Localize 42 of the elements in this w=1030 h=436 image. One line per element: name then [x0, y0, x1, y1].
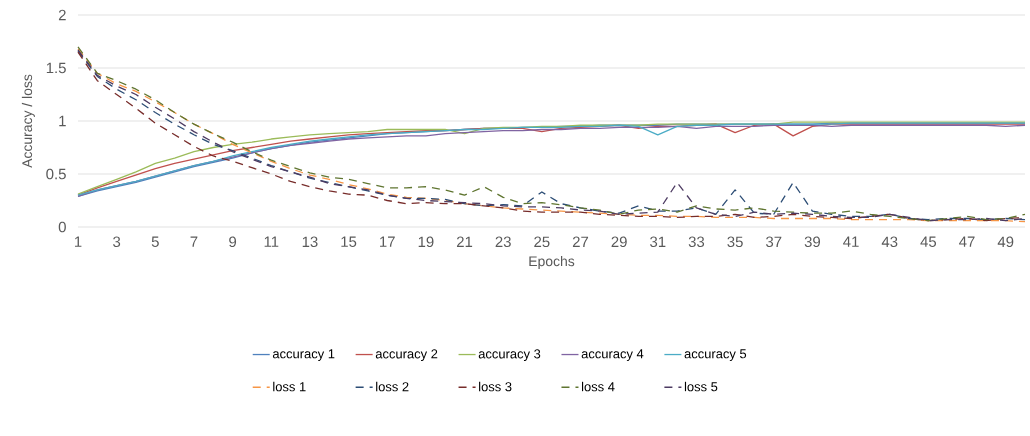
y-tick-label: 0 — [58, 221, 66, 233]
x-tick-label: 9 — [229, 236, 237, 248]
x-tick-label: 37 — [766, 236, 782, 248]
x-tick-label: 13 — [302, 236, 318, 248]
x-tick-label: 11 — [264, 236, 279, 247]
x-tick-label: 17 — [380, 236, 395, 247]
y-axis-title: Accuracy / loss — [21, 74, 35, 168]
legend-label: accuracy 3 — [478, 349, 541, 361]
y-tick-label: 1.5 — [46, 62, 66, 74]
x-tick-label: 45 — [920, 236, 937, 247]
x-tick-label: 7 — [190, 236, 198, 247]
x-tick-label: 39 — [804, 236, 821, 248]
x-tick-label: 31 — [650, 236, 666, 248]
x-tick-label: 5 — [151, 236, 159, 247]
x-tick-label: 3 — [113, 236, 121, 248]
x-tick-label: 33 — [688, 236, 705, 248]
y-tick-label: 0.5 — [46, 168, 66, 180]
y-tick-label: 1 — [59, 115, 66, 127]
x-tick-label: 49 — [997, 236, 1014, 248]
x-tick-label: 15 — [341, 236, 357, 247]
legend-label: loss 4 — [582, 381, 615, 392]
legend-label: accuracy 5 — [684, 349, 747, 361]
legend-label: accuracy 4 — [581, 349, 644, 361]
x-tick-label: 23 — [495, 236, 511, 248]
legend-label: loss 5 — [684, 381, 718, 392]
legend-label: accuracy 2 — [375, 349, 438, 361]
legend-label: loss 1 — [273, 381, 306, 392]
x-tick-label: 35 — [727, 236, 743, 248]
y-tick-label: 2 — [58, 9, 66, 21]
x-tick-label: 47 — [959, 236, 975, 247]
x-tick-label: 41 — [843, 236, 859, 247]
legend-label: loss 3 — [479, 381, 512, 392]
x-tick-label: 27 — [572, 236, 589, 247]
x-tick-label: 29 — [611, 236, 627, 248]
x-tick-label: 19 — [418, 236, 434, 248]
x-tick-label: 21 — [456, 236, 473, 247]
x-tick-label: 25 — [534, 236, 550, 248]
x-tick-label: 1 — [74, 236, 82, 247]
legend-label: loss 2 — [376, 381, 409, 392]
legend-label: accuracy 1 — [272, 349, 335, 361]
x-tick-label: 43 — [881, 236, 898, 248]
x-axis-title: Epochs — [529, 255, 575, 269]
